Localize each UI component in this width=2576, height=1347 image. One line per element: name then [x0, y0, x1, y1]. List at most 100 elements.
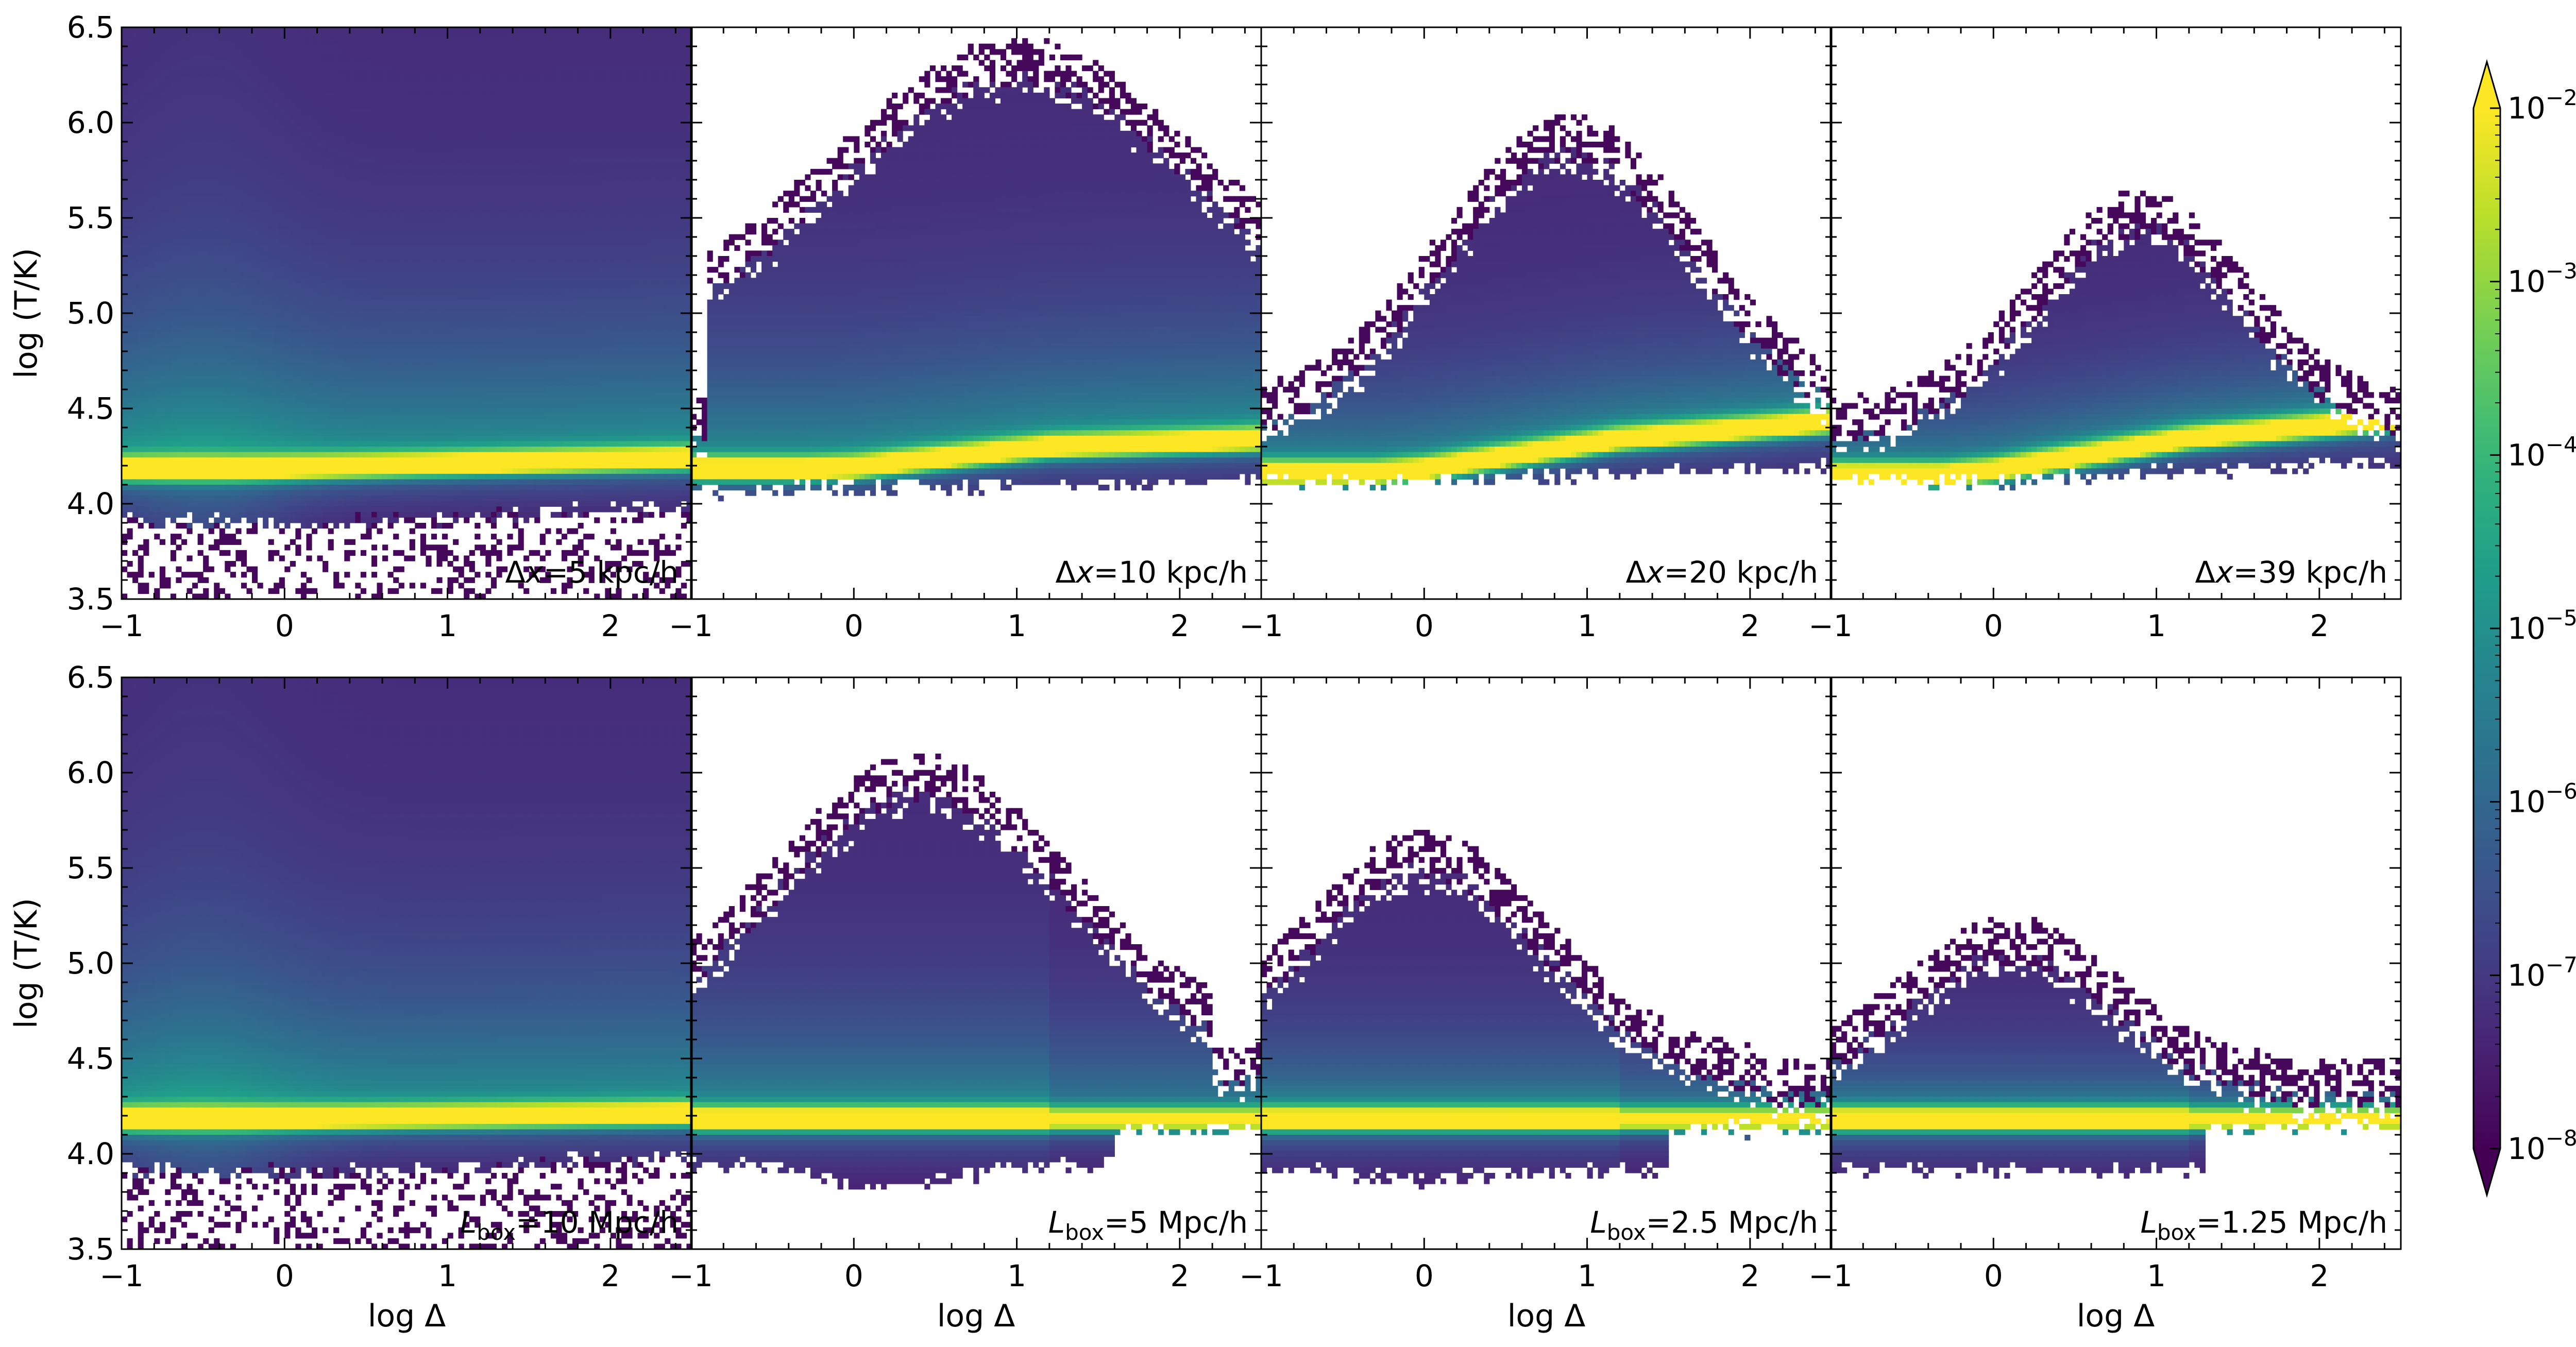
- heatmap-cell: [138, 496, 144, 501]
- heatmap-cell: [122, 506, 127, 512]
- heatmap-cell: [143, 479, 149, 485]
- heatmap-cell: [122, 408, 127, 414]
- heatmap-cell: [127, 114, 133, 120]
- heatmap-cell: [149, 229, 155, 234]
- heatmap-cell: [149, 354, 155, 360]
- heatmap-cell: [132, 44, 138, 49]
- heatmap-cell: [143, 240, 149, 245]
- heatmap-cell: [127, 534, 133, 539]
- heatmap-cell: [132, 430, 138, 436]
- heatmap-cell: [122, 262, 127, 267]
- heatmap-cell: [154, 131, 160, 137]
- heatmap-cell: [160, 65, 165, 71]
- heatmap-cell: [143, 468, 149, 474]
- heatmap-cell: [138, 436, 144, 441]
- heatmap-cell: [132, 180, 138, 185]
- heatmap-cell: [138, 240, 144, 245]
- heatmap-cell: [127, 125, 133, 131]
- heatmap-cell: [149, 430, 155, 436]
- heatmap-cell: [154, 82, 160, 88]
- heatmap-cell: [138, 463, 144, 469]
- heatmap-cell: [154, 294, 160, 300]
- heatmap-cell: [143, 441, 149, 447]
- heatmap-cell: [149, 468, 155, 474]
- heatmap-cell: [127, 506, 133, 512]
- heatmap-cell: [132, 234, 138, 240]
- heatmap-cell: [127, 55, 133, 60]
- heatmap-cell: [149, 191, 155, 196]
- heatmap-cell: [122, 27, 127, 33]
- heatmap-cell: [154, 136, 160, 142]
- heatmap-cell: [138, 305, 144, 311]
- heatmap-cell: [154, 588, 160, 594]
- heatmap-cell: [160, 207, 165, 213]
- heatmap-cell: [143, 234, 149, 240]
- heatmap-cell: [154, 447, 160, 452]
- heatmap-cell: [127, 354, 133, 360]
- heatmap-cell: [122, 436, 127, 441]
- heatmap-cell: [143, 349, 149, 354]
- heatmap-cell: [138, 234, 144, 240]
- heatmap-cell: [138, 283, 144, 289]
- heatmap-cell: [149, 185, 155, 191]
- heatmap-cell: [149, 174, 155, 180]
- heatmap-cell: [154, 360, 160, 365]
- heatmap-cell: [154, 152, 160, 158]
- heatmap-cell: [132, 49, 138, 55]
- heatmap-cell: [122, 398, 127, 403]
- heatmap-cell: [127, 131, 133, 137]
- heatmap-cell: [138, 468, 144, 474]
- heatmap-cell: [138, 174, 144, 180]
- heatmap-cell: [143, 120, 149, 126]
- heatmap-cell: [127, 174, 133, 180]
- heatmap-cell: [149, 327, 155, 332]
- heatmap-cell: [160, 191, 165, 196]
- heatmap-cell: [154, 338, 160, 344]
- heatmap-cell: [127, 283, 133, 289]
- heatmap-cell: [154, 125, 160, 131]
- heatmap-cell: [149, 360, 155, 365]
- heatmap-cell: [149, 262, 155, 267]
- heatmap-cell: [138, 44, 144, 49]
- heatmap-cell: [143, 131, 149, 137]
- heatmap-cell: [154, 196, 160, 202]
- heatmap-cell: [127, 224, 133, 229]
- heatmap-cell: [149, 169, 155, 175]
- heatmap-cell: [132, 496, 138, 501]
- heatmap-cell: [154, 174, 160, 180]
- heatmap-cell: [127, 572, 133, 577]
- heatmap-cell: [132, 376, 138, 382]
- heatmap-cell: [132, 490, 138, 496]
- heatmap-cell: [138, 523, 144, 528]
- heatmap-cell: [122, 55, 127, 60]
- heatmap-cell: [149, 207, 155, 213]
- heatmap-cell: [138, 365, 144, 370]
- heatmap-cell: [149, 447, 155, 452]
- heatmap-cell: [132, 38, 138, 44]
- heatmap-cell: [143, 191, 149, 196]
- heatmap-cell: [122, 218, 127, 224]
- heatmap-cell: [143, 321, 149, 327]
- heatmap-cell: [154, 311, 160, 316]
- heatmap-cell: [154, 49, 160, 55]
- heatmap-cell: [149, 311, 155, 316]
- heatmap-cell: [138, 544, 144, 550]
- heatmap-cell: [132, 60, 138, 65]
- heatmap-cell: [149, 370, 155, 376]
- heatmap-cell: [149, 234, 155, 240]
- heatmap-cell: [138, 27, 144, 33]
- heatmap-cell: [143, 55, 149, 60]
- heatmap-cell: [154, 65, 160, 71]
- heatmap-cell: [127, 163, 133, 169]
- heatmap-cell: [138, 38, 144, 44]
- heatmap-cell: [122, 381, 127, 387]
- heatmap-cell: [132, 398, 138, 403]
- heatmap-cell: [143, 278, 149, 283]
- heatmap-cell: [138, 93, 144, 98]
- heatmap-cell: [138, 387, 144, 393]
- heatmap-cell: [132, 517, 138, 523]
- heatmap-cell: [127, 272, 133, 278]
- heatmap-cell: [149, 316, 155, 321]
- heatmap-cell: [154, 185, 160, 191]
- heatmap-cell: [122, 76, 127, 82]
